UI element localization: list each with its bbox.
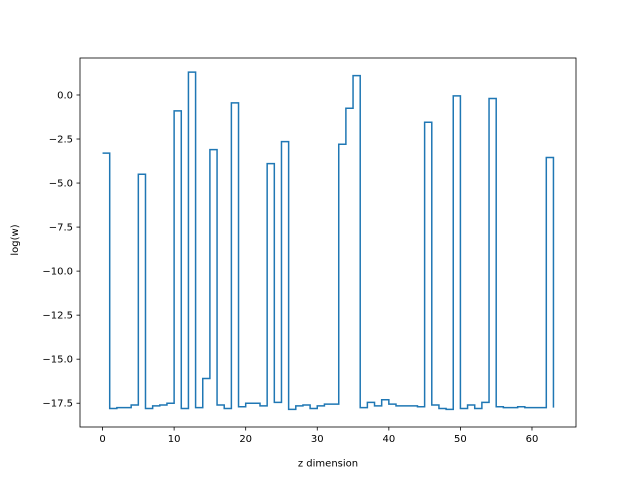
x-axis-ticks: 0 10 20 30 40 50 60 — [99, 427, 538, 445]
x-tick-label: 40 — [382, 434, 395, 445]
plot-area — [102, 71, 555, 411]
y-tick-label: −2.5 — [49, 135, 73, 146]
x-tick-label: 20 — [239, 434, 252, 445]
y-axis-label: log(w) — [10, 224, 21, 255]
plot-frame — [79, 57, 577, 428]
x-tick-label: 60 — [526, 434, 539, 445]
x-tick-label: 10 — [168, 434, 181, 445]
y-tick-label: −15.0 — [42, 355, 73, 366]
x-axis-label: z dimension — [298, 459, 358, 470]
x-tick-label: 0 — [99, 434, 105, 445]
y-tick-label: 0.0 — [57, 90, 73, 101]
y-tick-label: −12.5 — [42, 311, 73, 322]
y-tick-label: −5.0 — [49, 179, 73, 190]
x-tick-label: 50 — [454, 434, 467, 445]
y-tick-label: −17.5 — [42, 399, 73, 410]
y-axis-ticks: 0.0 −2.5 −5.0 −7.5 −10.0 −12.5 −15.0 −17.5 — [42, 90, 80, 410]
y-tick-label: −7.5 — [49, 223, 73, 234]
x-tick-label: 30 — [311, 434, 324, 445]
y-tick-label: −10.0 — [42, 267, 73, 278]
series-line — [102, 71, 555, 411]
